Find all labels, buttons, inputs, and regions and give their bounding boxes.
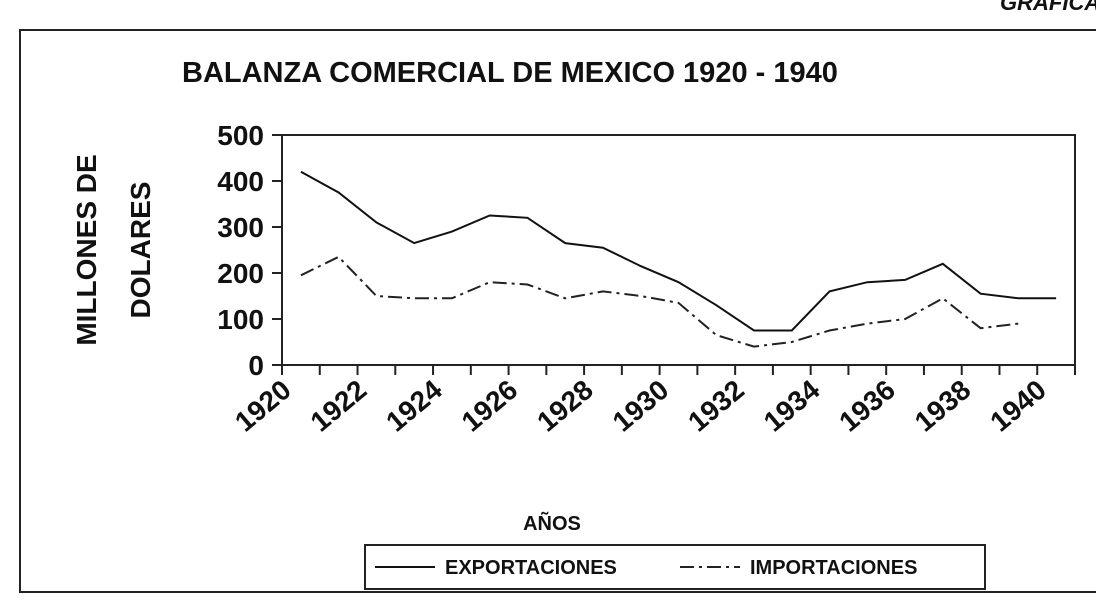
y-tick-label: 100 bbox=[217, 304, 264, 335]
frame bbox=[19, 29, 1096, 593]
y-tick-label: 500 bbox=[217, 120, 264, 151]
x-tick-label: 1924 bbox=[380, 374, 448, 438]
y-tick-label: 400 bbox=[217, 166, 264, 197]
plot-area bbox=[281, 134, 1076, 366]
chart-title: BALANZA COMERCIAL DE MEXICO 1920 - 1940 bbox=[182, 57, 838, 89]
x-tick-label: 1922 bbox=[305, 374, 373, 438]
y-tick-label: 0 bbox=[248, 350, 264, 381]
y-tick-label: 200 bbox=[217, 258, 264, 289]
series-line bbox=[300, 170, 1057, 332]
y-tick-label: 300 bbox=[217, 212, 264, 243]
y-axis-label: MILLONES DE bbox=[71, 154, 102, 345]
legend-label: EXPORTACIONES bbox=[445, 557, 617, 579]
y-axis-label: DOLARES bbox=[125, 182, 156, 319]
series-line bbox=[300, 255, 1019, 348]
x-tick-label: 1932 bbox=[682, 374, 750, 438]
x-tick-label: 1926 bbox=[456, 374, 524, 438]
x-tick-label: 1934 bbox=[758, 374, 826, 438]
x-tick-label: 1938 bbox=[909, 374, 977, 438]
x-tick-label: 1936 bbox=[833, 374, 901, 438]
x-tick-label: 1940 bbox=[984, 374, 1052, 438]
x-tick-label: 1930 bbox=[607, 374, 675, 438]
legend-label: IMPORTACIONES bbox=[750, 557, 917, 579]
x-axis-label: AÑOS bbox=[523, 512, 581, 535]
legend-box bbox=[364, 544, 986, 590]
x-tick-label: 1920 bbox=[229, 374, 297, 438]
header: GRAFICA bbox=[1000, 0, 1096, 15]
x-tick-label: 1928 bbox=[531, 374, 599, 438]
